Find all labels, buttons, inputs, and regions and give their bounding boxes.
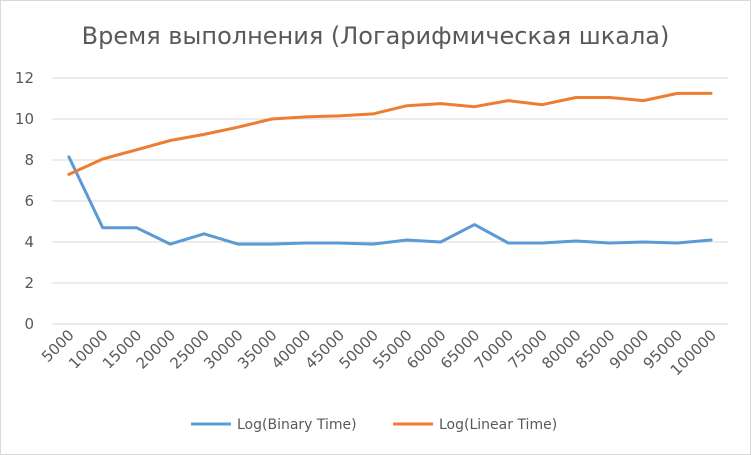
y-tick-label: 4 bbox=[24, 233, 34, 251]
y-tick-label: 0 bbox=[24, 315, 34, 333]
series-line-1 bbox=[67, 91, 713, 176]
legend-label: Log(Linear Time) bbox=[439, 417, 557, 433]
legend-label: Log(Binary Time) bbox=[237, 417, 357, 433]
y-tick-label: 6 bbox=[24, 192, 34, 210]
chart-title: Время выполнения (Логарифмическая шкала) bbox=[81, 22, 670, 50]
series-lines bbox=[67, 91, 713, 246]
y-axis-ticks: 0 2 4 6 8 10 12 bbox=[15, 69, 34, 333]
y-tick-label: 2 bbox=[24, 274, 34, 292]
gridlines bbox=[52, 77, 728, 325]
legend: Log(Binary Time) Log(Linear Time) bbox=[191, 417, 557, 433]
y-tick-label: 12 bbox=[15, 69, 34, 87]
y-tick-label: 10 bbox=[15, 110, 34, 128]
series-line-0 bbox=[67, 155, 713, 246]
x-axis-ticks: 5000100001500020000250003000035000400004… bbox=[38, 326, 720, 379]
y-tick-label: 8 bbox=[24, 151, 34, 169]
